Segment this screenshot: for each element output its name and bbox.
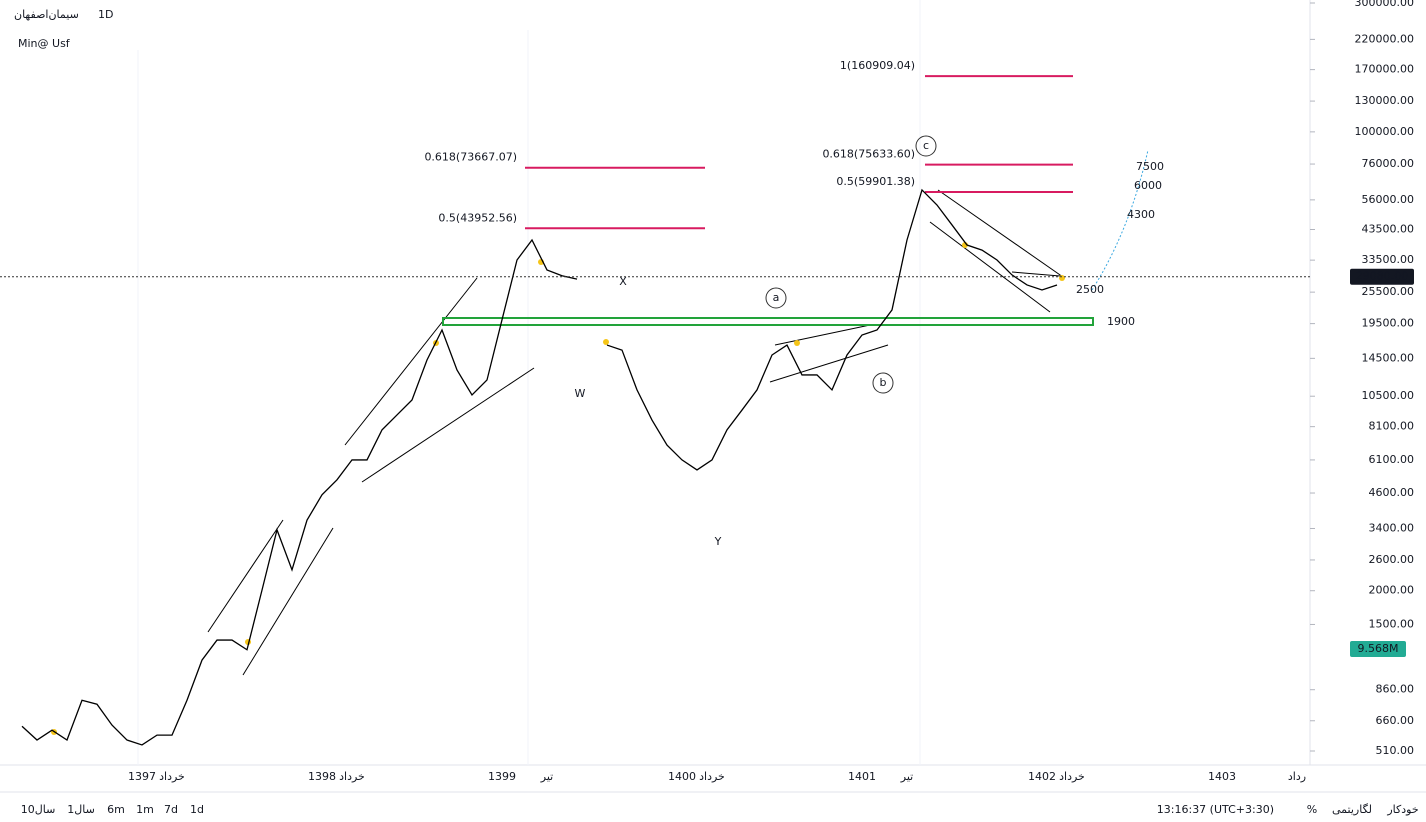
y-tick-label: 43500.00 bbox=[1362, 222, 1415, 235]
range-button[interactable]: 7d bbox=[164, 803, 178, 816]
range-button[interactable]: 1سال bbox=[67, 803, 95, 816]
last-price-tag bbox=[1350, 268, 1414, 285]
volume-label: 9.568M bbox=[1358, 642, 1399, 655]
y-tick-label: 14500.00 bbox=[1362, 351, 1415, 364]
x-tick-label: 1397 bbox=[128, 770, 156, 783]
fib-label: 0.5(59901.38) bbox=[836, 175, 915, 188]
annotation: 7500 bbox=[1136, 160, 1164, 173]
y-tick-label: 130000.00 bbox=[1355, 94, 1415, 107]
y-tick-label: 10500.00 bbox=[1362, 389, 1415, 402]
range-button[interactable]: 6m bbox=[107, 803, 125, 816]
annotation: 6000 bbox=[1134, 179, 1162, 192]
y-tick-label: 33500.00 bbox=[1362, 253, 1415, 266]
annotation: c bbox=[923, 139, 929, 152]
x-tick-label: 1402 bbox=[1028, 770, 1056, 783]
y-tick-label: 76000.00 bbox=[1362, 157, 1415, 170]
annotation: 4300 bbox=[1127, 208, 1155, 221]
y-tick-label: 4600.00 bbox=[1369, 486, 1415, 499]
y-tick-label: 300000.00 bbox=[1355, 0, 1415, 9]
x-tick-label: 1401 bbox=[848, 770, 876, 783]
y-tick-label: 25500.00 bbox=[1362, 285, 1415, 298]
volume-tag bbox=[1350, 641, 1406, 657]
y-tick-label: 8100.00 bbox=[1369, 420, 1415, 433]
x-tick-label: خرداد bbox=[699, 770, 725, 783]
y-tick-label: 1500.00 bbox=[1369, 617, 1415, 630]
x-tick-label: 1403 bbox=[1208, 770, 1236, 783]
y-tick-label: 2600.00 bbox=[1369, 553, 1415, 566]
range-button[interactable]: 1d bbox=[190, 803, 204, 816]
annotation: X bbox=[619, 275, 627, 288]
log-button[interactable]: لگاریتمی bbox=[1332, 803, 1372, 816]
auto-button[interactable]: خودکار bbox=[1386, 803, 1418, 816]
fib-label: 0.5(43952.56) bbox=[438, 211, 517, 224]
y-tick-label: 3400.00 bbox=[1369, 521, 1415, 534]
y-tick-label: 660.00 bbox=[1376, 714, 1415, 727]
annotation: b bbox=[880, 376, 887, 389]
last-price-label: 29080.00 bbox=[1356, 270, 1409, 283]
x-tick-label: 1399 bbox=[488, 770, 516, 783]
x-tick-label: رداد bbox=[1288, 770, 1306, 783]
x-tick-label: خرداد bbox=[339, 770, 365, 783]
x-tick-label: 1400 bbox=[668, 770, 696, 783]
x-tick-label: خرداد bbox=[159, 770, 185, 783]
clock: 13:16:37 (UTC+3:30) bbox=[1157, 803, 1274, 816]
annotation: Y bbox=[714, 535, 722, 548]
annotation: 1900 bbox=[1107, 315, 1135, 328]
x-tick-label: تیر bbox=[900, 770, 913, 783]
y-tick-label: 220000.00 bbox=[1355, 32, 1415, 45]
wave-circles bbox=[765, 135, 937, 394]
fib-label: 1(160909.04) bbox=[840, 59, 915, 72]
trendlines bbox=[207, 189, 1064, 676]
annotation: 2500 bbox=[1076, 283, 1104, 296]
y-tick-label: 56000.00 bbox=[1362, 193, 1415, 206]
interval: 1D bbox=[98, 8, 113, 21]
toolbar: 10سال 1سال 6m 1m 7d 1d 13:16:37 (UTC+3:30)% لگا… bbox=[21, 803, 1419, 816]
range-button[interactable]: 10سال bbox=[21, 803, 56, 816]
y-tick-label: 860.00 bbox=[1376, 683, 1415, 696]
percent-button[interactable]: % bbox=[1307, 803, 1317, 816]
x-tick-label: خرداد bbox=[1059, 770, 1085, 783]
y-tick-label: 100000.00 bbox=[1355, 125, 1415, 138]
x-tick-label: 1398 bbox=[308, 770, 336, 783]
symbol: سیمان‌اصفهان bbox=[14, 8, 79, 21]
y-tick-label: 6100.00 bbox=[1369, 453, 1415, 466]
y-tick-label: 19500.00 bbox=[1362, 317, 1415, 330]
range-button[interactable]: 1m bbox=[136, 803, 154, 816]
y-tick-label: 170000.00 bbox=[1355, 63, 1415, 76]
price-line bbox=[21, 188, 1058, 746]
support-zone bbox=[442, 317, 1094, 326]
projection bbox=[1091, 149, 1149, 291]
annotation: W bbox=[575, 387, 586, 400]
fib-label: 0.618(73667.07) bbox=[424, 151, 517, 164]
vertical-separators bbox=[137, 0, 921, 765]
x-tick-label: تیر bbox=[540, 770, 553, 783]
annotation: a bbox=[773, 291, 780, 304]
y-tick-label: 2000.00 bbox=[1369, 584, 1415, 597]
fib-label: 0.618(75633.60) bbox=[822, 148, 915, 161]
study-label: Min@ Usf bbox=[18, 37, 71, 50]
y-tick-label: 510.00 bbox=[1376, 744, 1415, 757]
